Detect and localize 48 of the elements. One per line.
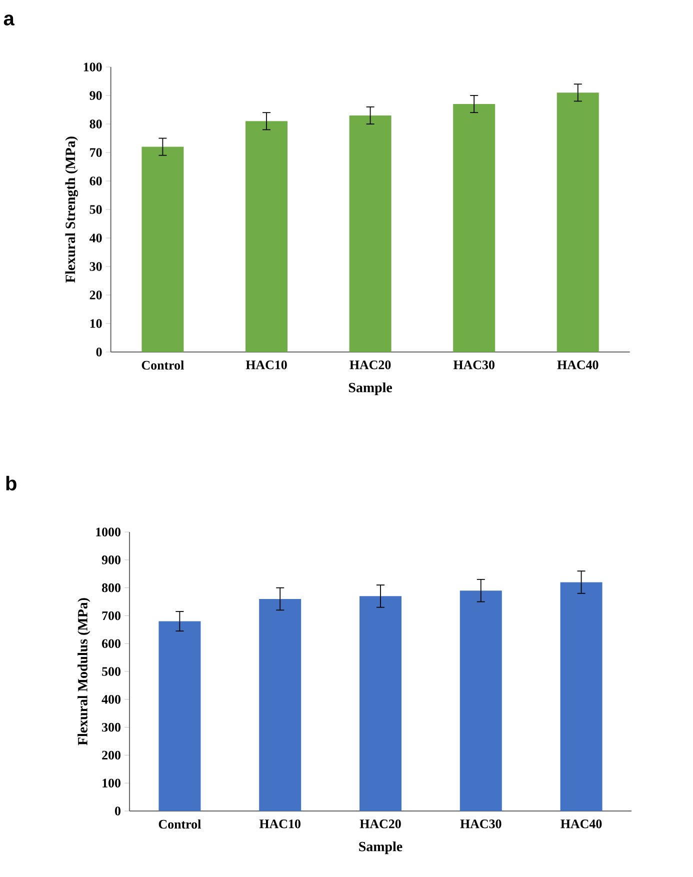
x-tick-label: HAC30 <box>454 360 495 370</box>
x-axis-title: Sample <box>349 382 392 396</box>
x-tick-label: HAC40 <box>557 360 598 370</box>
y-tick-label: 900 <box>102 556 121 564</box>
x-tick-label: HAC20 <box>360 820 402 828</box>
y-axis-title: Flexural Strength (MPa) <box>65 136 78 283</box>
bar <box>360 596 402 811</box>
y-tick-label: 90 <box>90 91 102 100</box>
y-tick-label: 10 <box>90 319 102 328</box>
bar <box>349 115 392 352</box>
y-tick-label: 0 <box>96 348 102 356</box>
y-tick-label: 50 <box>90 205 102 214</box>
bar <box>453 104 496 352</box>
y-tick-label: 500 <box>102 667 121 676</box>
y-tick-label: 300 <box>102 722 121 732</box>
y-tick-label: 20 <box>90 290 102 300</box>
bar <box>142 146 184 352</box>
bar <box>259 598 302 811</box>
y-tick-label: 100 <box>102 778 121 788</box>
bar <box>158 621 201 811</box>
y-tick-label: 70 <box>90 148 102 157</box>
y-tick-label: 100 <box>84 62 102 72</box>
y-tick-label: 800 <box>102 583 121 592</box>
y-tick-label: 700 <box>102 611 121 620</box>
y-tick-label: 80 <box>90 120 102 128</box>
chart-title: a <box>4 14 15 26</box>
y-tick-label: 400 <box>102 695 121 704</box>
y-tick-label: 600 <box>102 639 121 648</box>
x-tick-label: Control <box>142 360 184 370</box>
x-axis-title: Sample <box>359 841 402 854</box>
bar <box>460 590 502 811</box>
y-tick-label: 1000 <box>96 528 121 536</box>
x-tick-label: HAC10 <box>246 360 288 370</box>
y-tick-label: 30 <box>90 262 102 271</box>
y-tick-label: 200 <box>102 750 121 760</box>
bar <box>557 92 600 352</box>
bar <box>246 121 288 352</box>
x-tick-label: HAC20 <box>350 360 391 370</box>
bar <box>560 582 602 811</box>
x-tick-label: Control <box>159 820 202 829</box>
chart-title: b <box>6 476 17 490</box>
x-tick-label: HAC30 <box>460 820 502 828</box>
x-tick-label: HAC10 <box>260 820 301 828</box>
y-tick-label: 60 <box>90 176 102 186</box>
y-tick-label: 0 <box>115 806 121 816</box>
y-axis-title: Flexural Modulus (MPa) <box>78 598 90 746</box>
x-tick-label: HAC40 <box>560 820 602 828</box>
y-tick-label: 40 <box>90 234 102 242</box>
